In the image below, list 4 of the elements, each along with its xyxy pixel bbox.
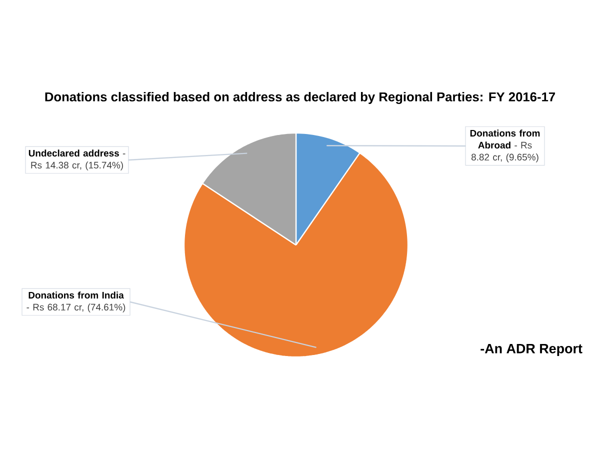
chart-title: Donations classified based on address as declared by Regional Parties: FY 2016-17 bbox=[45, 92, 556, 104]
data-label: - Rs 68.17 cr, (74.61%) bbox=[26, 304, 126, 312]
slice-label: Donations from India bbox=[28, 292, 124, 299]
text: -An ADR Report bbox=[480, 344, 582, 356]
